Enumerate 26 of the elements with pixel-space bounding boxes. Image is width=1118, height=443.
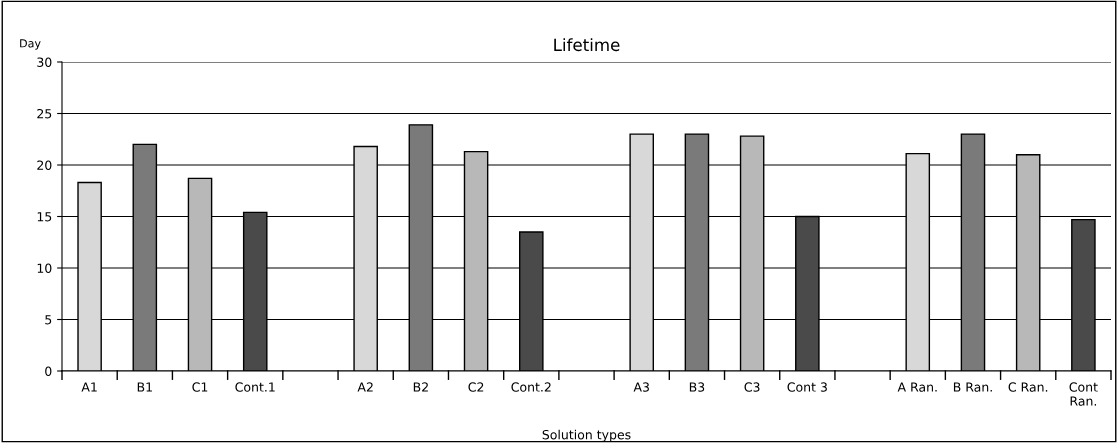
y-tick-label: 20 <box>37 160 52 170</box>
x-tick-label: B2 <box>413 382 428 392</box>
x-tick-label: A3 <box>633 382 649 392</box>
y-tick-label: 25 <box>37 108 52 119</box>
chart-title: Lifetime <box>554 38 620 52</box>
x-tick-label: C1 <box>192 382 208 392</box>
x-tick-label: B1 <box>137 382 152 392</box>
y-tick-label: 10 <box>37 263 52 273</box>
y-tick-label: 5 <box>45 315 52 325</box>
y-tick-label: 0 <box>45 366 52 376</box>
x-tick-label: Cont.1 <box>235 382 275 392</box>
x-tick-label: B Ran. <box>953 382 992 392</box>
y-tick-label: 15 <box>37 212 52 222</box>
x-tick-label: C2 <box>468 382 484 392</box>
x-tick-label: C3 <box>744 382 760 392</box>
x-tick-label: Cont Ran. <box>1069 382 1098 406</box>
y-tick-label: 30 <box>37 57 52 67</box>
x-tick-label: B3 <box>689 382 705 392</box>
y-axis-title: Day <box>20 39 41 50</box>
x-tick-label: A Ran. <box>897 382 937 392</box>
x-tick-label: C Ran. <box>1008 382 1048 392</box>
x-tick-label: A1 <box>81 382 97 392</box>
x-axis-title: Solution types <box>542 429 631 442</box>
x-tick-label: Cont.2 <box>511 382 551 392</box>
x-tick-label: Cont 3 <box>787 382 827 392</box>
x-tick-label: A2 <box>357 382 373 392</box>
